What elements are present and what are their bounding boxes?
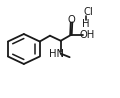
Text: HN: HN [49,49,64,59]
Text: Cl: Cl [84,7,93,17]
Text: H: H [82,19,89,29]
Text: O: O [68,15,75,25]
Text: OH: OH [79,30,94,40]
